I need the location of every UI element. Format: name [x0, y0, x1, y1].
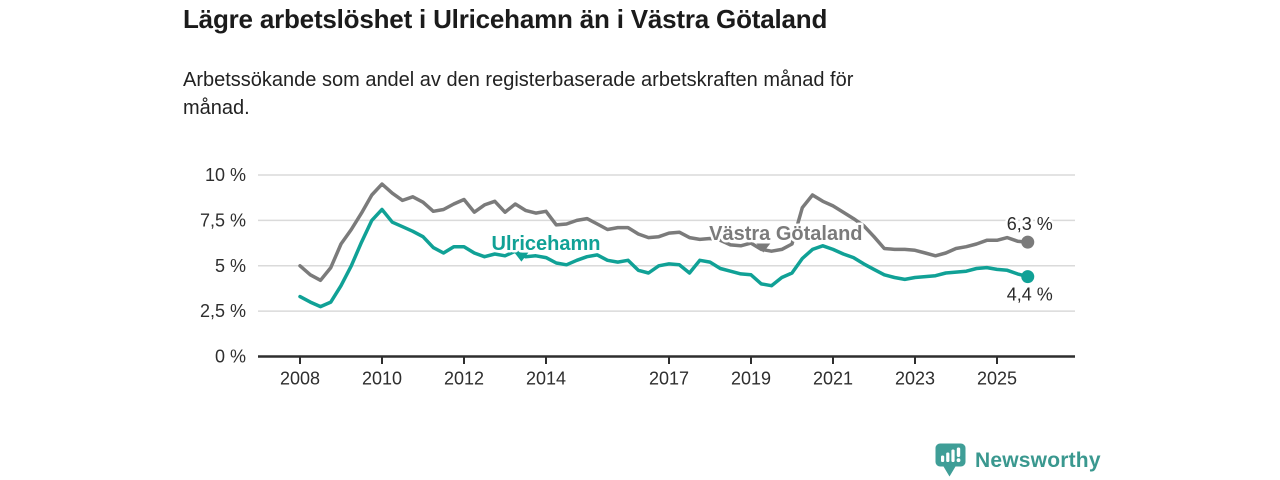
- y-axis-label: 2,5 %: [200, 301, 246, 321]
- x-tick-label: 2023: [895, 369, 935, 389]
- series-line-ulricehamn: [298, 207, 1030, 309]
- y-axis-label: 7,5 %: [200, 210, 246, 230]
- brand-name: Newsworthy: [975, 448, 1101, 472]
- series-line-v-stra-g-taland: [298, 182, 1030, 283]
- series-end-dot-ulricehamn: [1021, 270, 1035, 284]
- x-tick-label: 2021: [813, 369, 853, 389]
- x-tick-label: 2017: [649, 369, 689, 389]
- series-label-ulricehamn: Ulricehamn: [492, 233, 601, 255]
- series-end-dot-v-stra-g-taland: [1021, 235, 1035, 249]
- x-tick-label: 2008: [280, 369, 320, 389]
- y-axis-label: 0 %: [215, 347, 246, 367]
- y-axis-label: 5 %: [215, 256, 246, 276]
- end-value-label-ulricehamn: 4,4 %: [1007, 285, 1053, 305]
- end-value-label-v-stra-g-taland: 6,3 %: [1007, 214, 1053, 234]
- chart-title: Lägre arbetslöshet i Ulricehamn än i Väs…: [183, 4, 828, 34]
- chart-subtitle: Arbetssökande som andel av den registerb…: [183, 69, 854, 119]
- x-tick-label: 2025: [977, 369, 1017, 389]
- x-tick-label: 2010: [362, 369, 402, 389]
- newsworthy-logo-icon: [935, 443, 966, 478]
- brand-link[interactable]: Newsworthy: [935, 443, 1101, 478]
- x-tick-label: 2012: [444, 369, 484, 389]
- x-tick-label: 2014: [526, 369, 566, 389]
- y-axis-label: 10 %: [205, 165, 246, 185]
- series-label-v-stra-g-taland: Västra Götaland: [709, 223, 862, 245]
- x-tick-label: 2019: [731, 369, 771, 389]
